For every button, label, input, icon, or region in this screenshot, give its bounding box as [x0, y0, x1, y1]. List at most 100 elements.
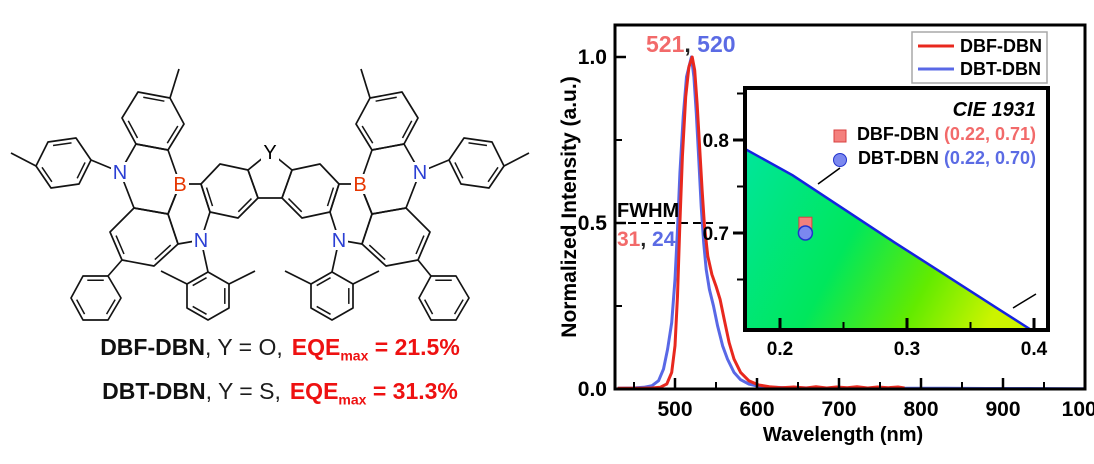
double-bond — [127, 120, 139, 139]
double-bond — [316, 305, 331, 315]
spectral-locus-line — [745, 148, 1034, 330]
double-bond — [237, 198, 253, 213]
ring — [448, 137, 505, 189]
atom-label-b-5: B — [353, 174, 366, 196]
caption-row-dbt: DBT-DBN, Y = S, EQEmax = 31.3% — [0, 374, 560, 418]
inset-title: CIE 1931 — [953, 99, 1036, 121]
x-tick-label: 800 — [903, 398, 938, 421]
inset-legend-row-dbf-dbn: DBF-DBN (0.22, 0.71) — [857, 124, 1036, 144]
compound-name-dbt: DBT-DBN — [102, 377, 206, 404]
atom-mask — [411, 162, 429, 182]
double-bond — [368, 244, 386, 261]
double-bond — [115, 235, 125, 255]
legend: DBF-DBN DBT-DBN — [911, 31, 1048, 84]
bond — [503, 152, 530, 167]
ring — [355, 91, 419, 151]
legend-label-dbf-dbn: DBF-DBN — [960, 36, 1042, 56]
atom-mask — [111, 162, 129, 182]
cie-point-dbt-dbn — [797, 225, 814, 241]
atom-mask — [351, 174, 369, 194]
eqe-value-dbt: EQEmax = 31.3% — [289, 377, 458, 408]
inset-legend-marker-square — [833, 129, 847, 143]
compound-name-dbf: DBF-DBN — [100, 334, 205, 360]
bond — [228, 270, 256, 285]
y-tick-label: 1.0 — [578, 46, 607, 69]
inset-legend-marker-circle — [833, 153, 847, 167]
ring — [70, 275, 122, 321]
atom-mask — [261, 142, 279, 162]
ring — [121, 91, 185, 151]
ring — [418, 275, 470, 321]
x-tick-label: 500 — [657, 398, 692, 421]
double-bond — [41, 166, 53, 183]
peak-wavelength-annotation: 521, 520 — [646, 31, 736, 57]
x-tick-label: 600 — [739, 398, 774, 421]
inset-y-tick-label: 0.8 — [703, 131, 729, 152]
inset-leader-line-1 — [817, 167, 841, 185]
atom-label-n-2: N — [194, 230, 208, 252]
inset-frame — [743, 86, 1050, 332]
molecule-structure: N B N Y N B N — [10, 68, 530, 321]
atom-label-n-6: N — [413, 162, 427, 184]
double-bond — [468, 142, 488, 147]
atom-mask — [171, 174, 189, 194]
atom-mask — [192, 230, 210, 250]
bond — [107, 259, 123, 277]
molecule-panel: N B N Y N B N DBF-DBN, Y = O, EQEmax = 21.5% DB… — [0, 68, 560, 417]
double-bond — [205, 187, 214, 207]
double-bond — [52, 142, 72, 147]
inset-x-tick-label: 0.2 — [767, 339, 793, 360]
y-axis-title: Normalized Intensity (a.u.) — [560, 76, 581, 337]
legend-box — [911, 31, 1048, 84]
ring — [361, 207, 431, 267]
molecule-caption: DBF-DBN, Y = O, EQEmax = 21.5% DBT-DBN, Y… — [0, 330, 560, 417]
inset-leader-line-2 — [1012, 293, 1037, 309]
double-bond — [143, 96, 165, 102]
y-tick-label: 0.0 — [578, 378, 607, 401]
double-bond — [401, 120, 413, 139]
plot-frame — [613, 23, 1087, 391]
eqe-value-dbf: EQEmax = 21.5% — [291, 334, 460, 364]
double-bond — [154, 244, 172, 261]
double-bond — [105, 299, 116, 315]
inset-y-tick-label: 0.7 — [703, 224, 729, 245]
bond — [360, 68, 371, 99]
y-substituent-dbf: , Y = O, — [204, 334, 283, 360]
atom-label-n-0: N — [113, 162, 127, 184]
bond — [352, 270, 380, 285]
bond — [417, 259, 432, 277]
double-bond — [415, 235, 425, 255]
inset-x-tick-label: 0.4 — [1021, 339, 1048, 360]
double-bond — [192, 305, 207, 315]
caption-row-dbf: DBF-DBN, Y = O, EQEmax = 21.5% — [0, 330, 560, 374]
double-bond — [375, 96, 397, 102]
x-tick-label: 900 — [985, 398, 1020, 421]
ring — [109, 207, 179, 267]
atom-label-b-1: B — [173, 174, 186, 196]
double-bond — [326, 187, 335, 207]
double-bond — [76, 162, 86, 179]
double-bond — [453, 299, 464, 315]
y-tick-label: 0.5 — [578, 212, 608, 235]
bond — [10, 152, 37, 167]
double-bond — [487, 166, 499, 183]
fwhm-title: FWHM — [617, 200, 679, 222]
cie-inset: 0.2 0.3 0.4 0.7 0.8 CIE 1931 DBF-DBN (0.22, 0.… — [703, 86, 1050, 360]
ring — [247, 151, 293, 199]
bond — [284, 270, 312, 285]
double-bond — [424, 299, 434, 315]
atom-label-y-3: Y — [263, 142, 276, 164]
inset-legend-row-dbt-dbn: DBT-DBN (0.22, 0.70) — [858, 148, 1036, 168]
double-bond — [76, 299, 86, 315]
ring — [310, 271, 354, 321]
double-bond — [192, 277, 207, 287]
double-bond — [454, 162, 464, 179]
ring — [35, 137, 92, 189]
atom-label-n-4: N — [332, 230, 346, 252]
double-bond — [316, 277, 331, 287]
double-bond — [361, 125, 374, 144]
